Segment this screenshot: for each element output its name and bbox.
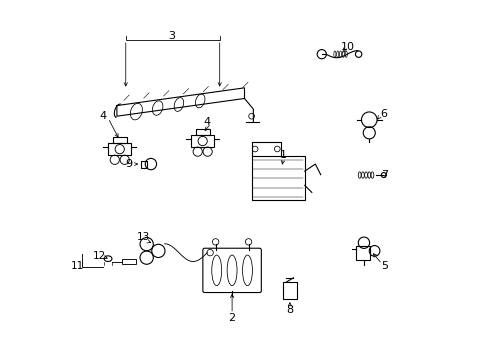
Bar (195, 129, 209, 135)
Bar (141, 161, 146, 168)
Text: 10: 10 (340, 42, 354, 52)
Bar (122, 259, 135, 264)
Text: 2: 2 (228, 312, 235, 323)
Bar (251, 156, 304, 201)
Text: 8: 8 (285, 305, 293, 315)
Text: 4: 4 (203, 117, 210, 126)
Bar (283, 282, 296, 299)
Bar (108, 144, 131, 155)
Text: 5: 5 (380, 261, 387, 271)
Bar (191, 135, 214, 147)
Text: 7: 7 (380, 170, 387, 180)
Text: 1: 1 (280, 150, 286, 160)
Text: 6: 6 (380, 109, 386, 120)
Text: 12: 12 (92, 251, 105, 261)
Text: 13: 13 (137, 233, 150, 242)
Text: 3: 3 (168, 31, 175, 41)
Text: 9: 9 (125, 159, 133, 169)
Bar (112, 137, 126, 144)
Text: 4: 4 (100, 111, 107, 121)
Bar (355, 246, 369, 260)
Text: 11: 11 (70, 261, 83, 271)
